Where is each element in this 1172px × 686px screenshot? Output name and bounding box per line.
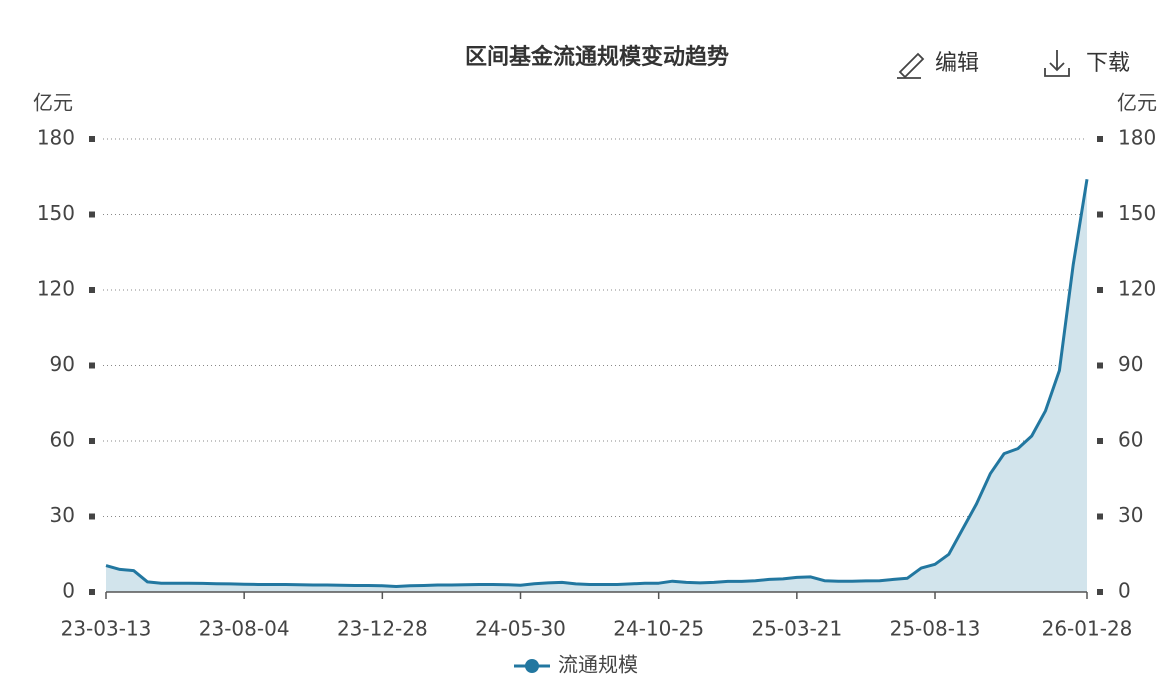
y2-tick-mark: [1097, 513, 1103, 520]
y2-tick-mark: [1097, 589, 1103, 595]
x-tick-label: 25-03-21: [751, 617, 842, 641]
x-tick-label: 26-01-28: [1042, 617, 1133, 641]
y2-tick-label: 30: [1118, 503, 1143, 527]
y-tick-mark: [89, 362, 95, 369]
x-tick-label: 24-10-25: [613, 617, 704, 641]
area: [106, 179, 1087, 593]
y2-axis-label: 亿元: [1117, 91, 1157, 115]
y-tick-mark: [89, 287, 95, 293]
y-tick-label: 120: [37, 277, 75, 301]
y2-tick-label: 180: [1118, 126, 1156, 150]
y-tick-label: 90: [50, 352, 75, 376]
y-tick-mark: [89, 589, 95, 595]
y-tick-label: 30: [50, 503, 75, 527]
y2-tick-label: 90: [1118, 352, 1143, 376]
x-tick-label: 23-03-13: [61, 617, 152, 641]
x-tick-label: 23-08-04: [199, 617, 290, 641]
x-tick-label: 24-05-30: [475, 617, 566, 641]
y-tick-mark: [89, 513, 95, 520]
y-tick-mark: [89, 136, 95, 142]
x-tick-label: 25-08-13: [890, 617, 981, 641]
edit-icon: [897, 52, 925, 79]
y2-tick-mark: [1097, 287, 1103, 293]
y-tick-label: 150: [37, 201, 75, 225]
y2-tick-label: 150: [1118, 201, 1156, 225]
line: [105, 179, 1089, 588]
y-tick-label: 180: [37, 126, 75, 150]
y2-tick-label: 60: [1118, 428, 1143, 452]
edit-label[interactable]: 编辑: [935, 51, 979, 76]
y-tick-label: 60: [50, 428, 75, 452]
y-tick-label: 0: [62, 579, 75, 603]
edit-button[interactable]: 编辑: [897, 51, 979, 79]
download-button[interactable]: 下载: [1044, 50, 1130, 77]
y2-tick-mark: [1097, 136, 1103, 142]
download-icon: [1044, 50, 1070, 77]
y-tick-mark: [89, 211, 95, 218]
y-tick-mark: [89, 438, 95, 444]
legend-label: 流通规模: [558, 653, 638, 677]
y-axis-label: 亿元: [33, 91, 73, 115]
x-tick-label: 23-12-28: [337, 617, 428, 641]
legend-marker: [525, 659, 539, 673]
y2-tick-mark: [1097, 438, 1103, 444]
y2-tick-label: 120: [1118, 277, 1156, 301]
y2-tick-mark: [1097, 362, 1103, 369]
y2-tick-mark: [1097, 211, 1103, 218]
y2-tick-label: 0: [1118, 579, 1131, 603]
chart-title: 区间基金流通规模变动趋势: [465, 44, 729, 70]
download-label[interactable]: 下载: [1086, 51, 1130, 76]
